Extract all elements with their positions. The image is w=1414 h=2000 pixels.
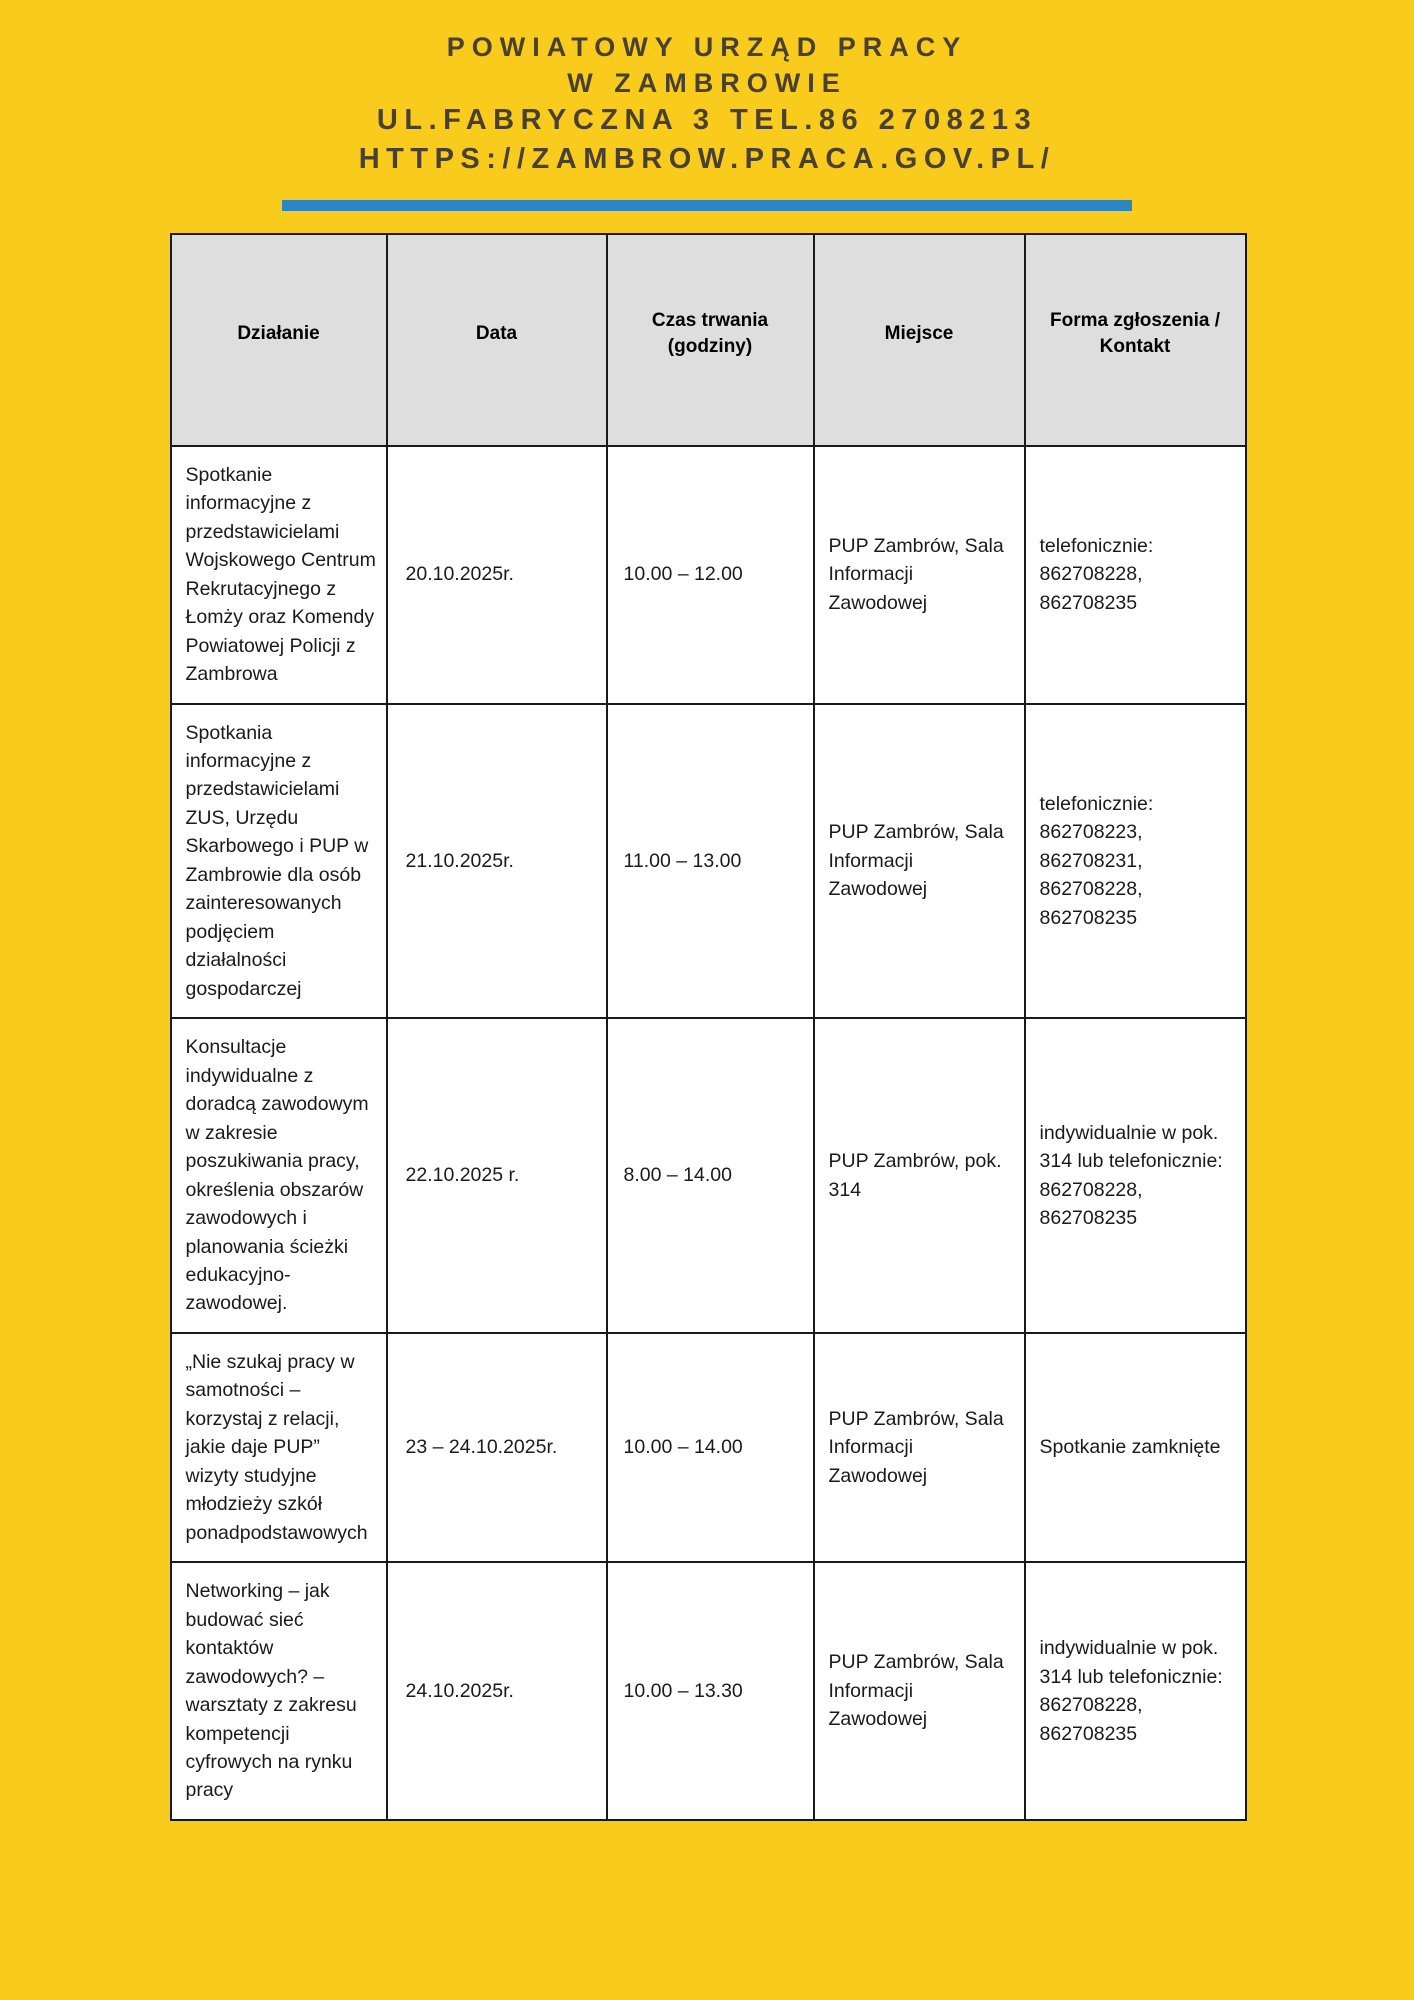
cell-action: Spotkanie informacyjne z przedstawiciela… — [169, 444, 388, 705]
table-row: Networking – jak budować sieć kontaktów … — [169, 1561, 1247, 1821]
poster-header: POWIATOWY URZĄD PRACY W ZAMBROWIE UL.FAB… — [0, 0, 1414, 178]
column-header-place-label: Miejsce — [884, 322, 954, 344]
cell-action: Konsultacje indywidualne z doradcą zawod… — [169, 1017, 388, 1334]
column-header-action-label: Działanie — [237, 322, 320, 344]
cell-contact: telefonicznie: 862708228, 862708235 — [1023, 444, 1247, 705]
cell-place: PUP Zambrów, Sala Informacji Zawodowej — [812, 702, 1026, 1020]
column-header-date-label: Data — [475, 322, 518, 344]
cell-date: 24.10.2025r. — [385, 1561, 608, 1821]
table-header-row: Działanie Data Czas trwania (godziny) Mi… — [169, 232, 1247, 447]
cell-time: 10.00 – 12.00 — [605, 444, 815, 705]
cell-place: PUP Zambrów, Sala Informacji Zawodowej — [812, 444, 1026, 705]
cell-time: 8.00 – 14.00 — [605, 1017, 815, 1334]
column-header-duration: Czas trwania (godziny) — [605, 232, 815, 447]
blue-divider-line — [282, 199, 1132, 211]
office-website-url: HTTPS://ZAMBROW.PRACA.GOV.PL/ — [358, 142, 1056, 175]
cell-time: 10.00 – 14.00 — [605, 1331, 815, 1564]
table-row: Konsultacje indywidualne z doradcą zawod… — [169, 1017, 1247, 1334]
column-header-contact-label-line1: Forma zgłoszenia / — [1050, 310, 1220, 332]
office-name-line-2: W ZAMBROWIE — [567, 67, 847, 98]
cell-contact: telefonicznie: 862708223, 862708231, 862… — [1023, 702, 1247, 1020]
office-address-phone: UL.FABRYCZNA 3 TEL.86 2708213 — [376, 104, 1038, 137]
column-header-contact-label-line2: Kontakt — [1099, 335, 1171, 357]
table-row: „Nie szukaj pracy w samotności – korzyst… — [169, 1331, 1247, 1564]
column-header-date: Data — [385, 232, 608, 447]
schedule-table: Działanie Data Czas trwania (godziny) Mi… — [169, 232, 1247, 1821]
cell-action: „Nie szukaj pracy w samotności – korzyst… — [169, 1331, 388, 1564]
column-header-place: Miejsce — [812, 232, 1026, 447]
cell-place: PUP Zambrów, Sala Informacji Zawodowej — [812, 1331, 1026, 1564]
cell-date: 21.10.2025r. — [385, 702, 608, 1020]
cell-contact: indywidualnie w pok. 314 lub telefoniczn… — [1023, 1017, 1247, 1334]
cell-contact: indywidualnie w pok. 314 lub telefoniczn… — [1023, 1561, 1247, 1821]
cell-action: Spotkania informacyjne z przedstawiciela… — [169, 702, 388, 1020]
cell-contact: Spotkanie zamknięte — [1023, 1331, 1247, 1564]
cell-time: 10.00 – 13.30 — [605, 1561, 815, 1821]
office-name-line-1: POWIATOWY URZĄD PRACY — [446, 32, 968, 62]
header-divider-wrap — [0, 199, 1414, 211]
column-header-contact: Forma zgłoszenia / Kontakt — [1023, 232, 1247, 447]
cell-action: Networking – jak budować sieć kontaktów … — [169, 1561, 388, 1821]
column-header-duration-label-line1: Czas trwania — [651, 310, 769, 332]
table-body: Spotkanie informacyjne z przedstawiciela… — [169, 444, 1247, 1821]
cell-time: 11.00 – 13.00 — [605, 702, 815, 1020]
cell-date: 20.10.2025r. — [385, 444, 608, 705]
cell-date: 22.10.2025 r. — [385, 1017, 608, 1334]
cell-place: PUP Zambrów, pok. 314 — [812, 1017, 1026, 1334]
column-header-action: Działanie — [169, 232, 388, 447]
cell-place: PUP Zambrów, Sala Informacji Zawodowej — [812, 1561, 1026, 1821]
schedule-table-wrap: Działanie Data Czas trwania (godziny) Mi… — [169, 232, 1247, 1821]
column-header-duration-label-line2: (godziny) — [667, 335, 753, 357]
table-row: Spotkanie informacyjne z przedstawiciela… — [169, 444, 1247, 705]
cell-date: 23 – 24.10.2025r. — [385, 1331, 608, 1564]
table-head: Działanie Data Czas trwania (godziny) Mi… — [169, 232, 1247, 447]
table-row: Spotkania informacyjne z przedstawiciela… — [169, 702, 1247, 1020]
